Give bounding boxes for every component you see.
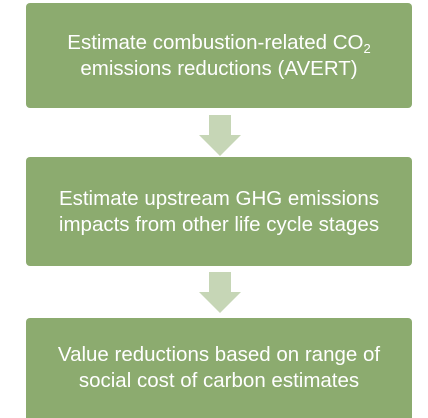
step-text: emissions reductions (AVERT)	[80, 56, 358, 80]
step-text: Estimate upstream GHG emissions	[58, 186, 380, 210]
text-line: Estimate combustion-related CO	[67, 30, 364, 54]
step-box: Estimate upstream GHG emissions impacts …	[26, 157, 412, 266]
step-text: Estimate combustion-related CO2	[26, 30, 412, 56]
step-box: Estimate combustion-related CO2 emission…	[26, 3, 412, 108]
arrow-shape	[199, 115, 241, 156]
step-text: Value reductions based on range of	[57, 343, 381, 366]
subscript: 2	[363, 40, 371, 56]
step-text: social cost of carbon estimates	[78, 369, 360, 392]
step-text: impacts from other life cycle stages	[58, 212, 380, 236]
step-box: Value reductions based on range of socia…	[26, 318, 412, 418]
arrow	[199, 272, 241, 313]
arrow-shape	[199, 272, 241, 313]
arrow	[199, 115, 241, 156]
